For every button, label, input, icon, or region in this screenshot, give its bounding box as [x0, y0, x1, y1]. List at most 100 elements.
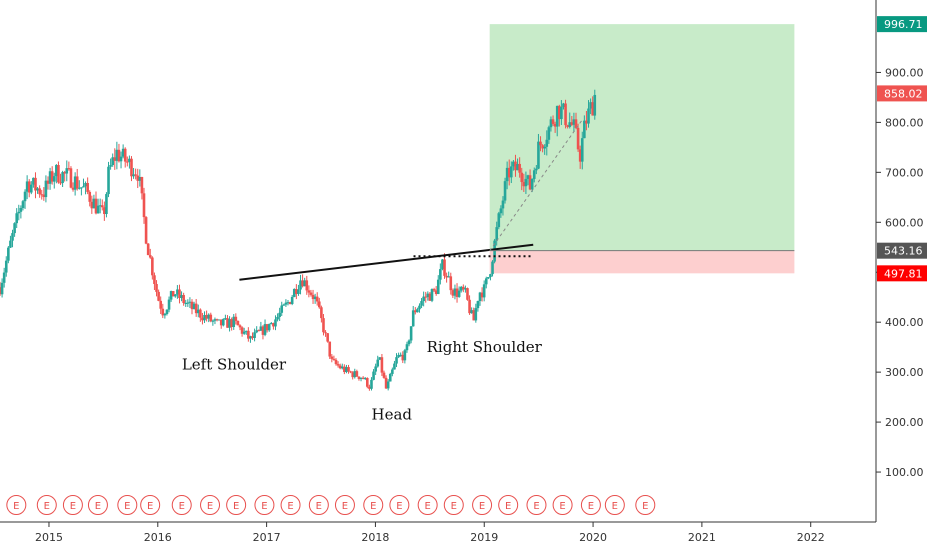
candle-body: [201, 317, 204, 321]
candle-body: [439, 269, 442, 280]
earnings-marker-label: E: [479, 501, 485, 512]
earnings-marker-label: E: [179, 501, 185, 512]
candle-body: [236, 320, 240, 326]
candle-body: [572, 119, 576, 125]
price-label-badge: [877, 265, 927, 282]
x-tick-label: 2021: [688, 531, 716, 544]
candle-body: [0, 287, 2, 295]
candle-body: [80, 187, 83, 189]
candle-body: [84, 183, 87, 187]
candle-body: [196, 309, 200, 314]
candle-body: [119, 156, 123, 162]
candle-body: [232, 316, 236, 327]
candle-body: [27, 181, 31, 193]
candle-body: [288, 302, 292, 304]
candle-body: [388, 373, 392, 382]
candle-body: [480, 292, 484, 298]
candle-body: [472, 310, 476, 321]
candle-body: [562, 103, 565, 108]
drawn-lines: [239, 119, 795, 281]
candle-body: [121, 148, 125, 157]
candle-body: [205, 314, 208, 319]
candle-body: [501, 200, 505, 209]
candle-body: [171, 291, 175, 297]
candle-body: [507, 167, 511, 178]
earnings-marker-icon: [472, 495, 493, 515]
candle-body: [345, 367, 348, 373]
candle-body: [259, 326, 263, 331]
candle-body: [251, 336, 254, 338]
candle-body: [324, 332, 327, 334]
candle-body: [276, 316, 279, 320]
y-tick-label: 700.00: [885, 166, 924, 179]
earnings-marker-icon: [498, 495, 519, 515]
candle-body: [136, 175, 140, 181]
candle-body: [315, 296, 319, 302]
candle-body: [219, 319, 223, 326]
candle-body: [537, 141, 540, 169]
candle-body: [59, 182, 62, 184]
candle-body: [576, 127, 580, 150]
candle-body: [543, 146, 546, 149]
candle-body: [530, 178, 534, 190]
candle-body: [411, 310, 415, 327]
candle-body: [280, 305, 284, 313]
candle-body: [57, 165, 60, 183]
candle-body: [88, 191, 92, 202]
candle-body: [34, 177, 37, 191]
x-tick-label: 2019: [470, 531, 498, 544]
price-label-badge: [877, 16, 927, 33]
earnings-marker-label: E: [370, 501, 376, 512]
candle-body: [65, 168, 69, 174]
candle-body: [249, 336, 252, 339]
candle-body: [44, 180, 48, 198]
candle-body: [107, 166, 110, 195]
candle-body: [311, 294, 315, 300]
candle-body: [432, 289, 436, 291]
candlestick-series: [0, 89, 597, 391]
candle-body: [497, 213, 501, 228]
candle-body: [459, 286, 463, 291]
candle-body: [545, 139, 549, 147]
earnings-marker-icon: [280, 495, 301, 515]
trend-line: [489, 119, 583, 252]
trade-zone: [489, 24, 795, 274]
candle-body: [560, 107, 563, 120]
candle-body: [405, 344, 409, 351]
candle-body: [307, 290, 311, 293]
candle-body: [228, 319, 231, 328]
candle-body: [36, 188, 39, 191]
candle-body: [409, 326, 413, 341]
candle-body: [593, 94, 597, 116]
x-tick-label: 2016: [144, 531, 172, 544]
earnings-marker-label: E: [424, 501, 430, 512]
earnings-marker-icon: [254, 495, 275, 515]
candle-body: [555, 105, 559, 127]
stop-zone: [489, 250, 795, 274]
candle-body: [382, 372, 386, 378]
candle-body: [407, 340, 411, 345]
candle-body: [69, 168, 73, 188]
earnings-marker-label: E: [95, 501, 101, 512]
candle-body: [128, 158, 131, 162]
price-labels: 996.71 858.02 543.16 497.81: [877, 16, 927, 282]
earnings-marker-label: E: [124, 501, 130, 512]
candle-body: [313, 296, 317, 300]
earnings-marker-icon: [580, 495, 601, 515]
candle-body: [226, 318, 229, 328]
candle-body: [165, 309, 169, 315]
candle-body: [265, 324, 269, 331]
candle-body: [73, 176, 77, 190]
candle-body: [174, 294, 177, 297]
candle-body: [25, 181, 29, 192]
candle-body: [30, 184, 33, 193]
candle-body: [589, 102, 592, 109]
candle-body: [564, 103, 567, 126]
candle-body: [399, 354, 402, 356]
candle-body: [580, 138, 584, 162]
earnings-marker-label: E: [612, 501, 618, 512]
candle-body: [553, 123, 557, 127]
candle-body: [514, 161, 517, 171]
candle-body: [180, 295, 183, 298]
